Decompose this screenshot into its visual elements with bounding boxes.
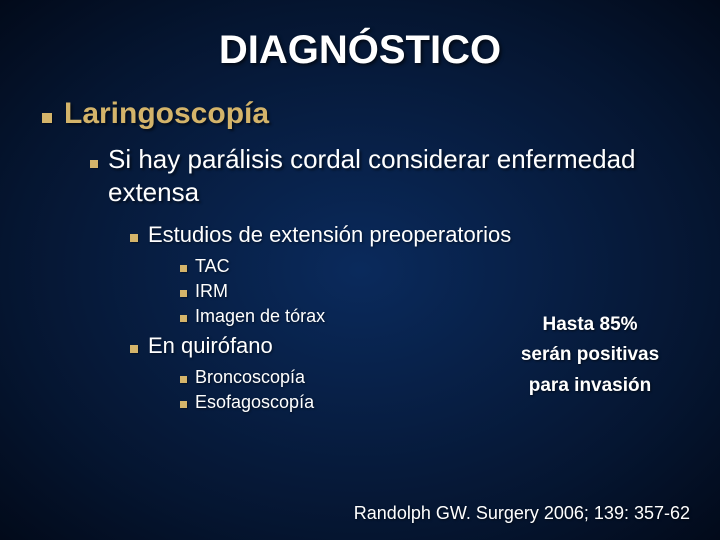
level3-text: En quirófano (148, 333, 273, 359)
side-note: Hasta 85% serán positivas para invasión (500, 310, 680, 401)
level3-text: Estudios de extensión preoperatorios (148, 222, 511, 248)
square-bullet-icon (180, 376, 187, 383)
square-bullet-icon (130, 345, 138, 353)
bullet-level2: Si hay parálisis cordal considerar enfer… (90, 143, 690, 208)
level4-text: IRM (195, 281, 228, 302)
side-note-line: serán positivas (500, 340, 680, 370)
citation: Randolph GW. Surgery 2006; 139: 357-62 (354, 503, 690, 524)
bullet-level3: Estudios de extensión preoperatorios (130, 222, 690, 248)
bullet-level1: Laringoscopía (42, 97, 690, 131)
slide: DIAGNÓSTICO Laringoscopía Si hay parális… (0, 0, 720, 540)
square-bullet-icon (180, 290, 187, 297)
level4-text: Broncoscopía (195, 367, 305, 388)
square-bullet-icon (130, 234, 138, 242)
level4-text: TAC (195, 256, 230, 277)
side-note-line: Hasta 85% (500, 310, 680, 340)
square-bullet-icon (180, 401, 187, 408)
level1-text: Laringoscopía (64, 97, 269, 131)
level4-text: Imagen de tórax (195, 306, 325, 327)
side-note-line: para invasión (500, 371, 680, 401)
level2-text: Si hay parálisis cordal considerar enfer… (108, 143, 690, 208)
bullet-level4: TAC (180, 256, 690, 277)
square-bullet-icon (90, 160, 98, 168)
square-bullet-icon (42, 113, 52, 123)
bullet-level4: IRM (180, 281, 690, 302)
square-bullet-icon (180, 265, 187, 272)
level4-text: Esofagoscopía (195, 392, 314, 413)
square-bullet-icon (180, 315, 187, 322)
slide-title: DIAGNÓSTICO (30, 28, 690, 73)
